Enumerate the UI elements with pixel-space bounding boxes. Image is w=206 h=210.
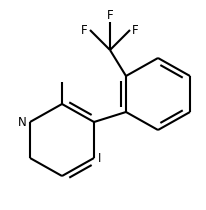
Text: F: F [107,9,113,22]
Text: F: F [132,24,139,37]
Text: I: I [98,151,101,164]
Text: N: N [18,116,27,129]
Text: F: F [81,24,88,37]
